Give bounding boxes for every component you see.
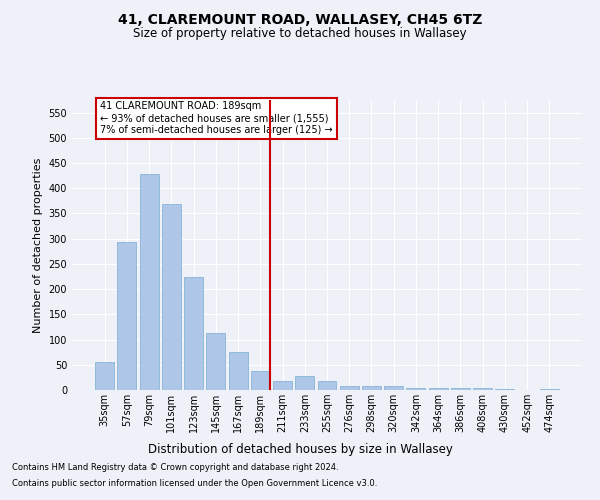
Bar [118, 242, 136, 390]
Bar [206, 333, 225, 390]
Bar [273, 381, 292, 390]
Text: 41, CLAREMOUNT ROAD, WALLASEY, CH45 6TZ: 41, CLAREMOUNT ROAD, WALLASEY, CH45 6TZ [118, 12, 482, 26]
Bar [429, 388, 448, 390]
Bar [362, 386, 381, 390]
Bar [140, 174, 158, 390]
Text: Contains HM Land Registry data © Crown copyright and database right 2024.: Contains HM Land Registry data © Crown c… [12, 464, 338, 472]
Bar [340, 386, 359, 390]
Bar [184, 276, 203, 390]
Text: Contains public sector information licensed under the Open Government Licence v3: Contains public sector information licen… [12, 478, 377, 488]
Bar [496, 389, 514, 390]
Text: 41 CLAREMOUNT ROAD: 189sqm
← 93% of detached houses are smaller (1,555)
7% of se: 41 CLAREMOUNT ROAD: 189sqm ← 93% of deta… [100, 102, 332, 134]
Bar [162, 204, 181, 390]
Bar [451, 388, 470, 390]
Bar [229, 352, 248, 390]
Text: Size of property relative to detached houses in Wallasey: Size of property relative to detached ho… [133, 28, 467, 40]
Bar [384, 386, 403, 390]
Bar [473, 388, 492, 390]
Bar [295, 376, 314, 390]
Bar [251, 371, 270, 390]
Bar [317, 381, 337, 390]
Y-axis label: Number of detached properties: Number of detached properties [33, 158, 43, 332]
Text: Distribution of detached houses by size in Wallasey: Distribution of detached houses by size … [148, 442, 452, 456]
Bar [95, 362, 114, 390]
Bar [540, 389, 559, 390]
Bar [406, 388, 425, 390]
